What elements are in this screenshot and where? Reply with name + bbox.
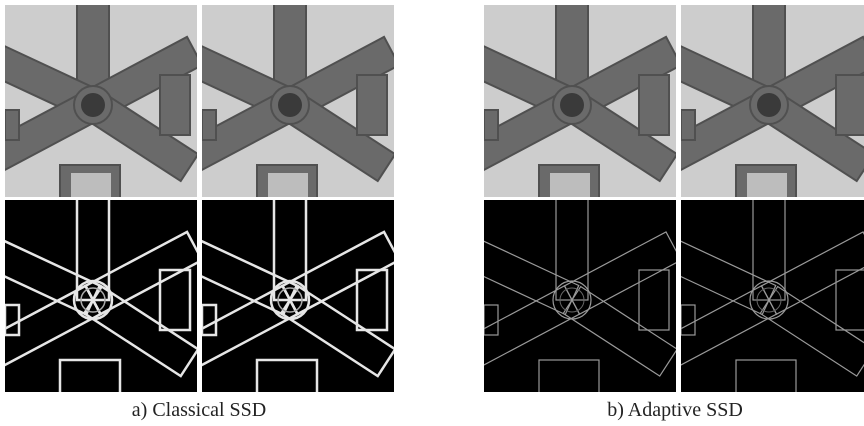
caption: b) Adaptive SSD xyxy=(607,399,743,421)
error-map xyxy=(0,170,202,395)
depth-map xyxy=(658,0,864,200)
figure: a) Classical SSD b) Adaptive SSD xyxy=(0,0,864,426)
depth-map xyxy=(179,0,399,200)
error-map xyxy=(658,170,864,395)
depth-map xyxy=(0,0,202,200)
error-map xyxy=(461,170,681,395)
depth-map xyxy=(461,0,681,200)
panel-b-images xyxy=(461,0,864,395)
error-map xyxy=(179,170,399,395)
panel-a-images xyxy=(0,0,399,395)
caption: a) Classical SSD xyxy=(132,399,266,421)
